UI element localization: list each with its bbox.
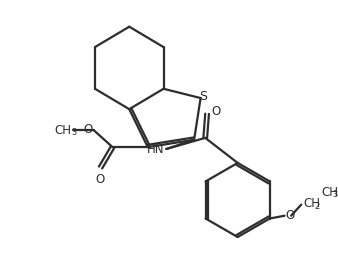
Text: O: O xyxy=(286,209,295,222)
Text: 3: 3 xyxy=(333,190,338,199)
Text: CH: CH xyxy=(303,197,320,210)
Text: CH: CH xyxy=(54,124,71,137)
Text: 3: 3 xyxy=(72,128,77,137)
Text: 2: 2 xyxy=(314,202,319,211)
Text: S: S xyxy=(199,90,208,103)
Text: O: O xyxy=(95,173,104,186)
Text: O: O xyxy=(212,105,221,118)
Text: CH: CH xyxy=(322,186,338,199)
Text: HN: HN xyxy=(147,143,165,156)
Text: O: O xyxy=(83,123,92,136)
